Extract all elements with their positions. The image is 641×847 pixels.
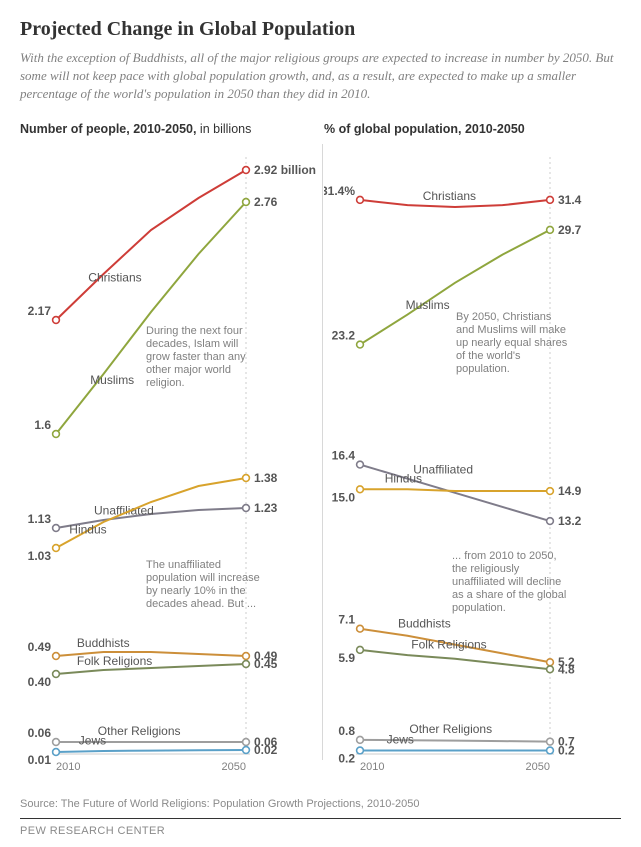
- svg-text:2.17: 2.17: [28, 304, 52, 318]
- right-column-heading: % of global population, 2010-2050: [324, 122, 622, 136]
- source-line: Source: The Future of World Religions: P…: [20, 798, 621, 810]
- svg-text:Hindus: Hindus: [385, 471, 422, 485]
- svg-text:Buddhists: Buddhists: [398, 616, 451, 630]
- svg-text:During the next fourdecades, I: During the next fourdecades, Islam willg…: [146, 325, 246, 389]
- charts-row: Number of people, 2010-2050, in billions…: [20, 122, 621, 782]
- svg-text:1.03: 1.03: [28, 549, 52, 563]
- svg-text:Other Religions: Other Religions: [409, 722, 492, 736]
- svg-text:1.6: 1.6: [34, 418, 51, 432]
- svg-text:Folk Religions: Folk Religions: [77, 654, 152, 668]
- svg-text:31.4%: 31.4%: [324, 183, 355, 197]
- svg-text:0.49: 0.49: [28, 640, 52, 654]
- svg-text:Muslims: Muslims: [406, 297, 450, 311]
- left-column-heading: Number of people, 2010-2050, in billions: [20, 122, 318, 136]
- brand-line: PEW RESEARCH CENTER: [20, 818, 621, 837]
- svg-text:Folk Religions: Folk Religions: [411, 637, 486, 651]
- svg-text:Unaffiliated: Unaffiliated: [413, 462, 473, 476]
- svg-text:15.0: 15.0: [332, 490, 356, 504]
- svg-text:7.1: 7.1: [338, 612, 355, 626]
- chart-footer: Source: The Future of World Religions: P…: [20, 792, 621, 837]
- svg-text:Other Religions: Other Religions: [98, 724, 181, 738]
- svg-text:1.23: 1.23: [254, 501, 278, 515]
- svg-text:Christians: Christians: [423, 188, 476, 202]
- column-divider: [322, 144, 323, 760]
- svg-text:1.13: 1.13: [28, 512, 52, 526]
- svg-text:2050: 2050: [222, 761, 246, 773]
- svg-text:Jews: Jews: [79, 733, 106, 747]
- svg-text:13.2: 13.2: [558, 514, 582, 528]
- svg-text:31.4: 31.4: [558, 192, 582, 206]
- svg-text:23.2: 23.2: [332, 328, 356, 342]
- svg-text:0.2: 0.2: [338, 751, 355, 765]
- left-chart-column: Number of people, 2010-2050, in billions…: [20, 122, 318, 782]
- svg-text:Unaffiliated: Unaffiliated: [94, 503, 154, 517]
- svg-text:0.8: 0.8: [338, 723, 355, 737]
- chart-title: Projected Change in Global Population: [20, 18, 621, 41]
- svg-text:2.76: 2.76: [254, 195, 278, 209]
- svg-text:4.8: 4.8: [558, 662, 575, 676]
- right-chart-column: % of global population, 2010-2050 201020…: [324, 122, 622, 782]
- left-heading-bold: Number of people, 2010-2050,: [20, 122, 196, 136]
- svg-text:29.7: 29.7: [558, 222, 582, 236]
- svg-text:16.4: 16.4: [332, 448, 356, 462]
- svg-text:0.45: 0.45: [254, 657, 278, 671]
- svg-text:The unaffiliatedpopulation wil: The unaffiliatedpopulation will increase…: [146, 559, 260, 610]
- chart-container: Projected Change in Global Population Wi…: [0, 0, 641, 847]
- left-heading-rest: in billions: [196, 122, 251, 136]
- svg-text:Muslims: Muslims: [90, 372, 134, 386]
- svg-text:0.40: 0.40: [28, 675, 52, 689]
- svg-text:14.9: 14.9: [558, 484, 582, 498]
- svg-text:0.2: 0.2: [558, 743, 575, 757]
- svg-text:Jews: Jews: [387, 732, 414, 746]
- right-chart-svg: 2010 2050 31.4% 31.4 Christians 23.2 29.7 Musli…: [324, 142, 622, 782]
- svg-text:Christians: Christians: [88, 270, 141, 284]
- left-chart-svg: 2010 2050 2.17 2.92 billion Christians 1.6 2.7…: [20, 142, 318, 782]
- chart-subtitle: With the exception of Buddhists, all of …: [20, 49, 621, 104]
- svg-text:By 2050, Christiansand Muslims: By 2050, Christiansand Muslims will make…: [456, 311, 568, 375]
- svg-text:0.02: 0.02: [254, 743, 278, 757]
- svg-text:0.01: 0.01: [28, 753, 52, 767]
- svg-text:2050: 2050: [526, 761, 550, 773]
- svg-text:... from 2010 to 2050,the reli: ... from 2010 to 2050,the religiouslyuna…: [452, 550, 566, 614]
- right-heading-bold: % of global population, 2010-2050: [324, 122, 525, 136]
- svg-text:0.06: 0.06: [28, 726, 52, 740]
- svg-text:2010: 2010: [56, 761, 80, 773]
- svg-text:2010: 2010: [360, 761, 384, 773]
- svg-text:Hindus: Hindus: [69, 522, 106, 536]
- svg-text:2.92 billion: 2.92 billion: [254, 163, 316, 177]
- svg-text:1.38: 1.38: [254, 471, 278, 485]
- svg-text:Buddhists: Buddhists: [77, 636, 130, 650]
- svg-text:5.9: 5.9: [338, 650, 355, 664]
